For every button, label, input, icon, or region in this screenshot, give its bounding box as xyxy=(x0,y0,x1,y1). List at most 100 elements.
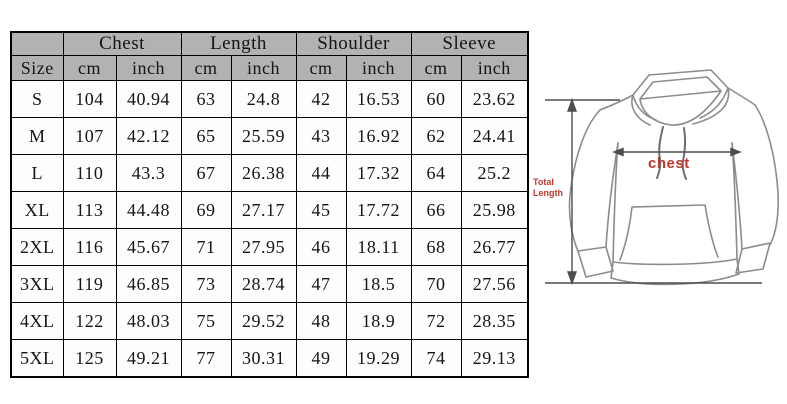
hood-fold-left-1 xyxy=(632,94,657,121)
hood-fold-left-2 xyxy=(631,94,651,126)
measurement-cell: 25.59 xyxy=(230,117,297,155)
measurement-cell: 18.9 xyxy=(345,302,412,340)
table-row: 2XL 116 45.67 71 27.95 46 18.11 68 26.77 xyxy=(10,228,529,266)
measurement-cell: 62 xyxy=(410,117,462,155)
measurement-cell: 18.5 xyxy=(345,265,412,303)
table-row: 4XL 122 48.03 75 29.52 48 18.9 72 28.35 xyxy=(10,302,529,340)
pocket xyxy=(619,204,719,261)
measurement-cell: 29.52 xyxy=(230,302,297,340)
size-cell: 4XL xyxy=(10,302,64,340)
col-group-length: Length xyxy=(180,31,297,56)
measurement-cell: 25.98 xyxy=(460,191,529,229)
table-row: 3XL 119 46.85 73 28.74 47 18.5 70 27.56 xyxy=(10,265,529,303)
shoulder-left xyxy=(599,94,634,111)
drawstring-right xyxy=(681,127,687,180)
unit-header-row: Size cm inch cm inch cm inch cm inch xyxy=(10,55,529,81)
table-row: S 104 40.94 63 24.8 42 16.53 60 23.62 xyxy=(10,80,529,118)
measurement-cell: 44 xyxy=(295,154,347,192)
size-cell: 3XL xyxy=(10,265,64,303)
measurement-cell: 68 xyxy=(410,228,462,266)
col-group-shoulder: Shoulder xyxy=(295,31,412,56)
measurement-cell: 42 xyxy=(295,80,347,118)
measurement-cell: 27.17 xyxy=(230,191,297,229)
measurement-cell: 18.11 xyxy=(345,228,412,266)
measurement-cell: 25.2 xyxy=(460,154,529,192)
table-row: XL 113 44.48 69 27.17 45 17.72 66 25.98 xyxy=(10,191,529,229)
measurement-cell: 73 xyxy=(180,265,232,303)
unit-header-chest-cm: cm xyxy=(62,55,117,81)
chest-arrowhead-right xyxy=(730,147,742,157)
measurement-cell: 69 xyxy=(180,191,232,229)
table-row: L 110 43.3 67 26.38 44 17.32 64 25.2 xyxy=(10,154,529,192)
measurement-cell: 40.94 xyxy=(115,80,182,118)
hood-rim-outer xyxy=(632,69,729,96)
total-length-label-line2: Length xyxy=(533,188,563,198)
measurement-cell: 116 xyxy=(62,228,117,266)
measurement-cell: 45 xyxy=(295,191,347,229)
total-length-arrowhead-bottom xyxy=(567,271,577,286)
measurement-cell: 75 xyxy=(180,302,232,340)
measurement-cell: 30.31 xyxy=(230,339,297,378)
col-group-sleeve: Sleeve xyxy=(410,31,529,56)
unit-header-shoulder-inch: inch xyxy=(345,55,412,81)
measurement-cell: 45.67 xyxy=(115,228,182,266)
measurement-cell: 44.48 xyxy=(115,191,182,229)
hoodie-diagram: Total Length chest xyxy=(530,55,787,305)
measurement-cell: 122 xyxy=(62,302,117,340)
total-length-label-line1: Total xyxy=(533,177,554,187)
measurement-cell: 104 xyxy=(62,80,117,118)
drawstring-left xyxy=(656,126,664,179)
hood-fold-right-1 xyxy=(699,87,729,119)
unit-header-sleeve-cm: cm xyxy=(410,55,462,81)
unit-header-chest-inch: inch xyxy=(115,55,182,81)
sleeve-right-outer xyxy=(754,104,779,246)
size-cell: XL xyxy=(10,191,64,229)
measurement-cell: 28.74 xyxy=(230,265,297,303)
measurement-cell: 46 xyxy=(295,228,347,266)
measurement-cell: 43.3 xyxy=(115,154,182,192)
measurement-cell: 16.92 xyxy=(345,117,412,155)
measurement-cell: 107 xyxy=(62,117,117,155)
measurement-cell: 110 xyxy=(62,154,117,192)
measurement-cell: 60 xyxy=(410,80,462,118)
measurement-cell: 46.85 xyxy=(115,265,182,303)
measurement-cell: 29.13 xyxy=(460,339,529,378)
size-table-body: S 104 40.94 63 24.8 42 16.53 60 23.62 M 107 42.12 65… xyxy=(10,80,529,378)
measurement-cell: 17.72 xyxy=(345,191,412,229)
table-row: 5XL 125 49.21 77 30.31 49 19.29 74 29.13 xyxy=(10,339,529,378)
unit-header-sleeve-inch: inch xyxy=(460,55,529,81)
measurement-cell: 49.21 xyxy=(115,339,182,378)
measurement-cell: 43 xyxy=(295,117,347,155)
hoodie-line-drawing xyxy=(545,69,779,286)
measurement-cell: 24.8 xyxy=(230,80,297,118)
measurement-cell: 113 xyxy=(62,191,117,229)
measurement-cell: 71 xyxy=(180,228,232,266)
measurement-cell: 48.03 xyxy=(115,302,182,340)
hood-fold-right-2 xyxy=(692,87,730,125)
measurement-cell: 26.77 xyxy=(460,228,529,266)
chest-label: chest xyxy=(648,155,690,172)
measurement-cell: 49 xyxy=(295,339,347,378)
hood-neckline xyxy=(639,90,722,126)
unit-header-shoulder-cm: cm xyxy=(295,55,347,81)
measurement-cell: 70 xyxy=(410,265,462,303)
measurement-cell: 19.29 xyxy=(345,339,412,378)
shoulder-right xyxy=(727,87,756,106)
measurement-cell: 17.32 xyxy=(345,154,412,192)
size-cell: S xyxy=(10,80,64,118)
hood-rim-inner xyxy=(639,76,722,100)
measurement-cell: 66 xyxy=(410,191,462,229)
measurement-cell: 77 xyxy=(180,339,232,378)
measurement-cell: 119 xyxy=(62,265,117,303)
measurement-cell: 67 xyxy=(180,154,232,192)
measurement-cell: 74 xyxy=(410,339,462,378)
total-length-label: Total Length xyxy=(533,177,563,199)
size-cell: M xyxy=(10,117,64,155)
size-cell: L xyxy=(10,154,64,192)
chest-arrowhead-left xyxy=(612,147,624,157)
corner-cell xyxy=(10,31,64,56)
measurement-cell: 28.35 xyxy=(460,302,529,340)
measurement-cell: 48 xyxy=(295,302,347,340)
measurement-cell: 64 xyxy=(410,154,462,192)
unit-header-length-cm: cm xyxy=(180,55,232,81)
